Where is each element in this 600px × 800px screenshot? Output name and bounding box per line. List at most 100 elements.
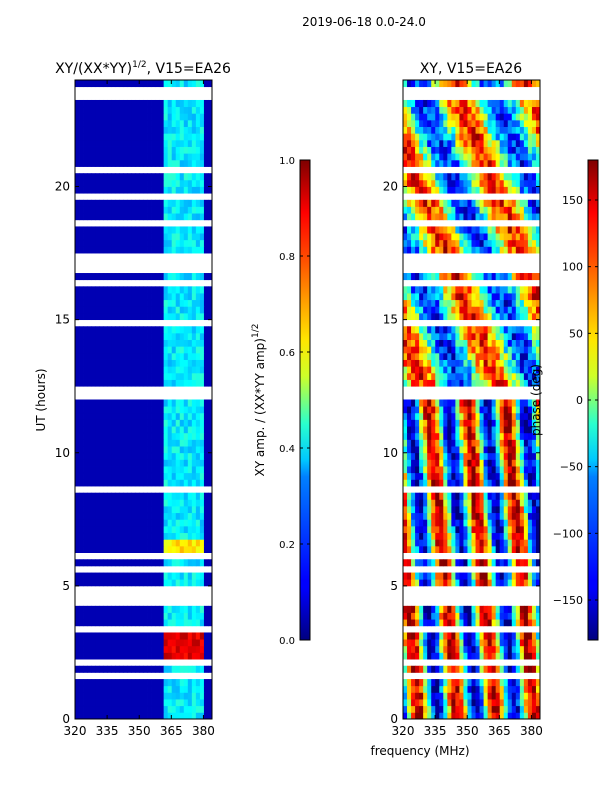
phase-heatmap-cell — [459, 239, 464, 247]
phase-heatmap-cell — [487, 446, 493, 454]
amplitude-heatmap-cell — [119, 479, 124, 487]
amplitude-heatmap-cell — [195, 372, 201, 380]
amplitude-heatmap-cell — [83, 286, 88, 294]
amplitude-heatmap-cell — [167, 273, 173, 281]
phase-heatmap-cell — [535, 346, 541, 354]
phase-heatmap-cell — [419, 159, 424, 167]
phase-heatmap-cell — [503, 632, 509, 640]
phase-heatmap-cell — [471, 359, 476, 367]
phase-heatmap-cell — [515, 452, 521, 460]
amplitude-heatmap-cell — [131, 399, 136, 407]
phase-heatmap-cell — [515, 639, 521, 647]
phase-heatmap-cell — [455, 652, 460, 660]
amplitude-heatmap-cell — [79, 186, 84, 194]
amplitude-heatmap-cell — [175, 119, 181, 127]
amplitude-heatmap-cell — [195, 299, 201, 307]
phase-heatmap-cell — [483, 652, 489, 660]
amplitude-heatmap-cell — [191, 679, 197, 687]
amplitude-heatmap-cell — [155, 399, 161, 407]
phase-heatmap-cell — [403, 632, 408, 640]
amplitude-heatmap-cell — [195, 239, 201, 247]
amplitude-heatmap-cell — [179, 412, 185, 420]
amplitude-heatmap-cell — [171, 153, 177, 161]
phase-heatmap-cell — [471, 419, 476, 427]
amplitude-heatmap-cell — [187, 312, 193, 321]
phase-heatmap-cell — [451, 246, 456, 254]
phase-heatmap-cell — [427, 532, 432, 540]
phase-heatmap-cell — [403, 213, 408, 221]
amplitude-heatmap-cell — [151, 512, 156, 520]
amplitude-heatmap-cell — [111, 306, 116, 314]
phase-heatmap-cell — [447, 326, 452, 334]
phase-heatmap-cell — [499, 273, 505, 281]
phase-heatmap-cell — [499, 159, 505, 167]
phase-heatmap-cell — [435, 233, 440, 241]
amplitude-heatmap-cell — [135, 512, 140, 520]
phase-heatmap-cell — [531, 545, 537, 553]
amplitude-heatmap-cell — [143, 399, 148, 407]
phase-heatmap-cell — [459, 153, 464, 161]
phase-heatmap-cell — [411, 645, 416, 653]
phase-heatmap-cell — [483, 133, 489, 141]
phase-heatmap-cell — [455, 685, 460, 693]
phase-heatmap-cell — [531, 346, 537, 354]
phase-heatmap-cell — [503, 246, 509, 254]
amplitude-heatmap-cell — [147, 426, 152, 434]
phase-heatmap-cell — [419, 705, 424, 713]
amplitude-heatmap-cell — [159, 332, 165, 340]
amplitude-heatmap-cell — [179, 426, 185, 434]
phase-heatmap-cell — [487, 705, 493, 713]
amplitude-heatmap-cell — [187, 432, 193, 440]
phase-heatmap-cell — [459, 346, 464, 354]
phase-heatmap-cell — [427, 139, 432, 147]
amplitude-heatmap-cell — [87, 712, 92, 720]
amplitude-heatmap-cell — [131, 299, 136, 307]
amplitude-heatmap-cell — [139, 452, 144, 460]
phase-heatmap-cell — [491, 519, 497, 527]
amplitude-heatmap-cell — [171, 126, 177, 134]
phase-heatmap-cell — [411, 233, 416, 241]
phase-heatmap-cell — [415, 412, 420, 420]
amplitude-heatmap-cell — [139, 619, 144, 627]
phase-heatmap-cell — [431, 619, 436, 627]
phase-heatmap-cell — [431, 366, 436, 374]
phase-heatmap-cell — [495, 439, 501, 447]
phase-heatmap-cell — [459, 545, 464, 553]
amplitude-heatmap-cell — [147, 286, 152, 294]
amplitude-heatmap-cell — [99, 99, 104, 108]
phase-heatmap-cell — [523, 399, 529, 407]
phase-heatmap-cell — [483, 359, 489, 367]
amplitude-heatmap-cell — [135, 246, 140, 254]
phase-heatmap-cell — [415, 692, 420, 700]
phase-heatmap-cell — [503, 179, 509, 187]
phase-heatmap-cell — [515, 532, 521, 540]
amplitude-heatmap-cell — [167, 492, 173, 500]
amplitude-heatmap-cell — [163, 173, 169, 181]
amplitude-heatmap-cell — [91, 499, 96, 507]
amplitude-heatmap-cell — [199, 246, 205, 254]
amplitude-heatmap-cell — [183, 419, 189, 427]
amplitude-heatmap-cell — [171, 99, 177, 108]
amplitude-heatmap-cell — [143, 506, 148, 514]
phase-heatmap-cell — [495, 665, 501, 673]
phase-heatmap-cell — [419, 179, 424, 187]
phase-heatmap-cell — [455, 639, 460, 647]
amplitude-heatmap-cell — [91, 632, 96, 640]
phase-heatmap-cell — [419, 432, 424, 440]
amplitude-heatmap-cell — [95, 439, 100, 447]
amplitude-heatmap-cell — [171, 499, 177, 507]
amplitude-heatmap-cell — [187, 532, 193, 540]
phase-heatmap-cell — [439, 146, 444, 154]
amplitude-heatmap-cell — [91, 579, 96, 587]
phase-heatmap-cell — [519, 306, 525, 314]
phase-heatmap-cell — [427, 153, 432, 161]
phase-heatmap-cell — [447, 286, 452, 294]
phase-heatmap-cell — [411, 499, 416, 507]
amplitude-heatmap-cell — [123, 619, 128, 627]
phase-heatmap-cell — [431, 472, 436, 480]
phase-heatmap-cell — [523, 406, 529, 414]
amplitude-heatmap-cell — [139, 519, 144, 527]
amplitude-heatmap-cell — [115, 233, 120, 241]
amplitude-heatmap-cell — [75, 699, 80, 707]
phase-heatmap-cell — [407, 273, 412, 281]
